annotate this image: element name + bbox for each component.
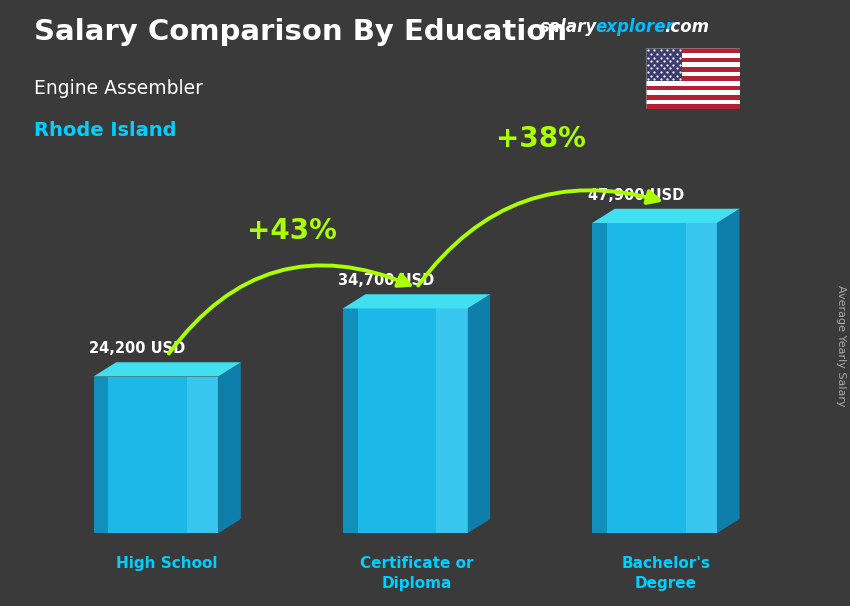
Text: Certificate or
Diploma: Certificate or Diploma	[360, 556, 473, 591]
Text: Bachelor's
Degree: Bachelor's Degree	[621, 556, 711, 591]
Bar	[94, 376, 218, 533]
Bar	[646, 86, 740, 90]
Bar	[94, 376, 109, 533]
Bar	[686, 223, 717, 533]
Bar	[592, 223, 717, 533]
Bar	[436, 308, 468, 533]
Text: Salary Comparison By Education: Salary Comparison By Education	[34, 18, 567, 46]
Polygon shape	[343, 295, 490, 308]
Bar	[646, 58, 740, 62]
Text: 47,900 USD: 47,900 USD	[587, 188, 684, 203]
Bar	[646, 95, 740, 100]
Polygon shape	[94, 362, 241, 376]
Bar	[343, 308, 468, 533]
Bar	[646, 53, 740, 58]
Bar	[646, 90, 740, 95]
Polygon shape	[468, 295, 490, 533]
Bar	[646, 104, 740, 109]
Bar	[646, 48, 682, 81]
Text: High School: High School	[116, 556, 218, 571]
Text: Average Yearly Salary: Average Yearly Salary	[836, 285, 846, 406]
Text: explorer: explorer	[595, 18, 674, 36]
Polygon shape	[218, 362, 241, 533]
Bar	[187, 376, 218, 533]
Text: +38%: +38%	[496, 125, 586, 153]
Bar	[646, 72, 740, 76]
Bar	[646, 81, 740, 86]
Text: +43%: +43%	[246, 216, 337, 245]
Text: Rhode Island: Rhode Island	[34, 121, 177, 140]
Polygon shape	[592, 208, 740, 223]
Bar	[646, 48, 740, 53]
Text: 34,700 USD: 34,700 USD	[338, 273, 434, 288]
Bar	[592, 223, 607, 533]
Bar	[646, 62, 740, 67]
Text: .com: .com	[665, 18, 710, 36]
Text: 24,200 USD: 24,200 USD	[89, 341, 185, 356]
Bar	[646, 100, 740, 104]
Bar	[646, 76, 740, 81]
Polygon shape	[717, 208, 740, 533]
Bar	[343, 308, 358, 533]
Text: Engine Assembler: Engine Assembler	[34, 79, 203, 98]
FancyArrowPatch shape	[418, 190, 659, 285]
FancyArrowPatch shape	[169, 265, 410, 353]
Bar	[646, 67, 740, 72]
Text: salary: salary	[540, 18, 597, 36]
